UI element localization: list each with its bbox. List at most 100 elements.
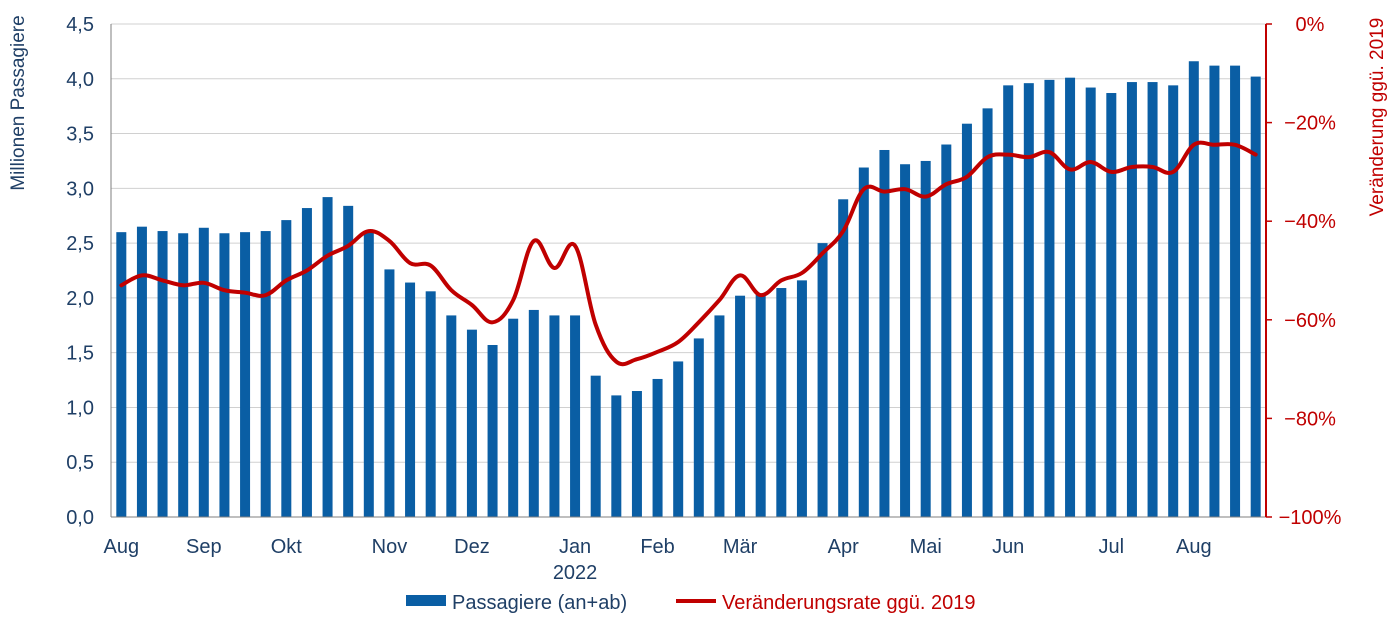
- bar: [735, 295, 746, 517]
- bar: [405, 282, 416, 517]
- bar: [281, 220, 292, 518]
- bar: [755, 294, 766, 517]
- bar: [1065, 77, 1076, 517]
- bar: [528, 309, 539, 517]
- bar: [178, 233, 189, 518]
- x-tick-label: Jan: [559, 536, 591, 558]
- bar: [570, 315, 581, 517]
- x-tick-label: Dez: [454, 536, 490, 558]
- bar: [1250, 76, 1261, 517]
- x-tick-label: Apr: [828, 536, 859, 558]
- bar: [240, 232, 251, 517]
- bar: [631, 391, 642, 517]
- left-tick-label: 4,5: [66, 14, 94, 36]
- bar: [219, 233, 230, 518]
- bar: [1126, 82, 1137, 517]
- bar: [673, 361, 684, 517]
- left-tick-label: 0,5: [66, 452, 94, 474]
- bar: [116, 232, 127, 517]
- bar: [879, 149, 890, 517]
- line-series: [119, 140, 1258, 367]
- bar: [611, 395, 622, 517]
- bar: [363, 232, 374, 517]
- bar: [982, 108, 993, 517]
- bar: [693, 338, 704, 517]
- bar: [343, 205, 354, 517]
- bar: [1188, 61, 1199, 517]
- x-tick-label: Aug: [104, 536, 140, 558]
- bar: [198, 227, 209, 518]
- bar: [322, 197, 333, 517]
- left-tick-label: 1,0: [66, 397, 94, 419]
- right-tick-label: −20%: [1284, 113, 1336, 135]
- bar: [260, 231, 271, 517]
- left-tick-label: 4,0: [66, 69, 94, 91]
- bar: [425, 291, 436, 517]
- bar: [508, 318, 519, 517]
- bar: [301, 208, 312, 517]
- x-tick-label: Jun: [992, 536, 1024, 558]
- bar: [858, 167, 869, 518]
- right-tick-label: −100%: [1279, 507, 1342, 529]
- bar: [1147, 82, 1158, 517]
- left-tick-label: 1,5: [66, 343, 94, 365]
- right-tick-label: −80%: [1284, 408, 1336, 430]
- bar: [941, 144, 952, 517]
- right-tick-label: 0%: [1296, 14, 1325, 36]
- bar: [487, 344, 498, 517]
- left-axis-title: Millionen Passagiere: [8, 15, 29, 190]
- right-axis-title: Veränderung ggü. 2019: [1367, 18, 1388, 217]
- x-tick-label: Feb: [640, 536, 674, 558]
- bar: [838, 199, 849, 518]
- left-tick-label: 3,0: [66, 178, 94, 200]
- bar: [961, 123, 972, 517]
- left-tick-label: 2,5: [66, 233, 94, 255]
- bar: [796, 280, 807, 517]
- line-path: [119, 140, 1258, 367]
- bar: [384, 269, 395, 517]
- left-axis-ticks: 0,0 0,5 1,0 1,5 2,0 2,5 3,0 3,5 4,0 4,5: [66, 14, 94, 529]
- bar: [1106, 93, 1117, 518]
- x-tick-label: Aug: [1176, 536, 1212, 558]
- right-tick-label: −40%: [1284, 211, 1336, 233]
- x-tick-label: Sep: [186, 536, 222, 558]
- x-tick-label: Nov: [372, 536, 408, 558]
- x-tick-label: Jul: [1099, 536, 1125, 558]
- bar: [590, 375, 601, 517]
- bar: [1023, 83, 1034, 517]
- left-tick-label: 2,0: [66, 288, 94, 310]
- legend-bar-label: Passagiere (an+ab): [452, 592, 627, 614]
- axes: [110, 24, 1267, 518]
- x-tick-label: Okt: [271, 536, 303, 558]
- legend-line-label: Veränderungsrate ggü. 2019: [722, 592, 976, 614]
- left-tick-label: 0,0: [66, 507, 94, 529]
- bar: [1209, 65, 1220, 518]
- bar: [652, 378, 663, 517]
- legend-bar-swatch: [406, 595, 446, 606]
- bar: [549, 315, 560, 517]
- x-tick-label: Mär: [723, 536, 758, 558]
- bar: [714, 315, 725, 517]
- bar: [900, 164, 911, 517]
- legend: Passagiere (an+ab) Veränderungsrate ggü.…: [406, 592, 976, 614]
- bar: [1003, 85, 1014, 518]
- bar: [1168, 85, 1179, 518]
- bar: [920, 160, 931, 517]
- bar: [776, 288, 787, 517]
- bar: [446, 315, 457, 517]
- bar: [157, 231, 168, 517]
- bar: [817, 243, 828, 517]
- x-year-label: 2022: [553, 562, 598, 584]
- right-tick-label: −60%: [1284, 310, 1336, 332]
- bar: [466, 329, 477, 517]
- bar: [1044, 79, 1055, 517]
- bar: [136, 226, 147, 517]
- left-tick-label: 3,5: [66, 124, 94, 146]
- x-axis-ticks: Aug Sep Okt Nov Dez Jan Feb Mär Apr Mai Jun Jul Aug 2…: [104, 536, 1212, 584]
- bar: [1230, 65, 1241, 518]
- x-tick-label: Mai: [910, 536, 942, 558]
- bar-series: [116, 61, 1261, 518]
- bar: [1085, 87, 1096, 517]
- right-axis-ticks: −100% −80% −60% −40% −20% 0%: [1266, 14, 1342, 529]
